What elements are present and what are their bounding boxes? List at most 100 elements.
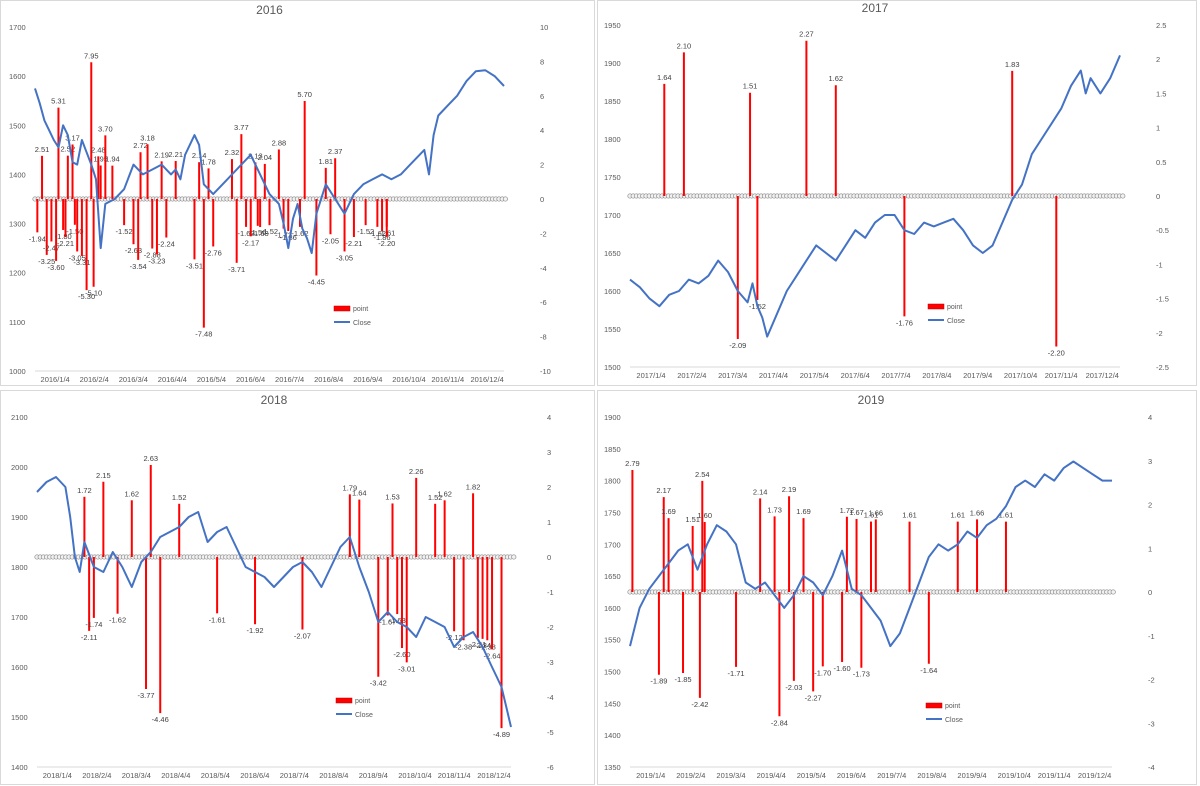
chart-panel-2018: 2018 1400 1500 1600 1700 1800 1900 2000 2100 -6 -5… <box>0 390 595 785</box>
point-data-label: 1.61 <box>864 511 879 520</box>
point-data-label: -1.56 <box>249 228 266 237</box>
y-left-tick-label: 1900 <box>11 513 28 522</box>
y-left-tick-label: 1000 <box>9 367 26 376</box>
y-right-tick-label: 1 <box>1156 124 1160 133</box>
point-data-label: 2.13 <box>248 151 263 160</box>
x-tick-label: 2019/7/4 <box>877 771 906 780</box>
point-data-label: -2.31 <box>469 640 486 649</box>
point-data-label: 2.21 <box>168 150 183 159</box>
chart-panel-2019: 2019 1350 1400 1450 1500 1550 1600 1650 1700 1750… <box>597 390 1197 785</box>
point-data-label: 2.54 <box>695 470 710 479</box>
point-data-label: -4.46 <box>152 715 169 724</box>
legend-point-label: point <box>353 306 368 313</box>
x-tick-label: 2017/10/4 <box>1004 371 1037 380</box>
point-data-label: 1.62 <box>437 489 452 498</box>
y-right-tick-label: 0 <box>547 553 551 562</box>
y-right-tick-label: 3 <box>1148 457 1152 466</box>
point-data-label: -1.94 <box>29 234 46 243</box>
point-data-label: 2.72 <box>133 141 148 150</box>
point-data-label: -2.27 <box>805 693 822 702</box>
point-data-label: -2.09 <box>729 341 746 350</box>
point-data-label: -2.38 <box>479 642 496 651</box>
point-data-label: 3.70 <box>98 124 113 133</box>
point-data-label: -1.71 <box>727 669 744 678</box>
y-left-tick-label: 1500 <box>604 363 621 372</box>
point-data-label: -3.42 <box>370 679 387 688</box>
point-data-label: -2.88 <box>144 251 161 260</box>
zero-marker <box>502 196 508 202</box>
y-right-tick-label: -4 <box>1148 763 1155 772</box>
point-data-label: -2.47 <box>43 243 60 252</box>
y-left-tick-label: 1600 <box>9 72 26 81</box>
x-tick-label: 2018/8/4 <box>319 771 348 780</box>
point-data-label: 1.64 <box>657 73 672 82</box>
x-tick-label: 2017/2/4 <box>677 371 706 380</box>
x-tick-label: 2017/3/4 <box>718 371 747 380</box>
point-data-label: -4.89 <box>493 730 510 739</box>
point-data-label: -2.64 <box>483 651 500 660</box>
close-line <box>36 476 512 728</box>
x-tick-label: 2018/10/4 <box>398 771 431 780</box>
point-data-label: -1.86 <box>280 233 297 242</box>
point-data-label: 7.95 <box>84 51 99 60</box>
y-right-tick-label: 6 <box>540 92 544 101</box>
legend-close-label: Close <box>945 717 963 724</box>
x-tick-label: 2017/8/4 <box>922 371 951 380</box>
point-data-label: 1.51 <box>685 515 700 524</box>
point-data-label: -2.84 <box>771 718 788 727</box>
point-data-label: -5.30 <box>78 292 95 301</box>
point-data-label: 1.52 <box>428 493 443 502</box>
point-data-label: 2.63 <box>143 454 158 463</box>
point-data-label: -2.38 <box>455 642 472 651</box>
x-tick-label: 2017/6/4 <box>841 371 870 380</box>
legend-point-label: point <box>947 304 962 311</box>
point-data-label: 1.62 <box>124 489 139 498</box>
point-data-label: 1.61 <box>999 511 1014 520</box>
point-data-label: 1.66 <box>970 508 985 517</box>
x-tick-label: 2017/5/4 <box>800 371 829 380</box>
point-data-label: 1.69 <box>796 507 811 516</box>
y-left-tick-label: 1350 <box>604 763 621 772</box>
y-left-tick-label: 1600 <box>604 287 621 296</box>
y-right-tick-label: -3 <box>1148 719 1155 728</box>
x-tick-label: 2016/7/4 <box>275 375 304 384</box>
y-right-tick-label: -5 <box>547 728 554 737</box>
point-data-label: -2.21 <box>57 239 74 248</box>
point-data-label: 2.15 <box>96 471 111 480</box>
x-tick-label: 2017/9/4 <box>963 371 992 380</box>
point-data-label: 2.32 <box>225 148 240 157</box>
legend-point-swatch <box>333 305 351 312</box>
legend-point-swatch <box>927 303 945 310</box>
chart-title: 2016 <box>256 3 283 17</box>
point-data-label: 1.67 <box>849 508 864 517</box>
x-tick-label: 2019/2/4 <box>676 771 705 780</box>
y-left-tick-label: 1400 <box>11 763 28 772</box>
x-tick-label: 2019/4/4 <box>757 771 786 780</box>
point-data-label: 1.66 <box>869 508 884 517</box>
y-left-tick-label: 1550 <box>604 636 621 645</box>
legend-close-label: Close <box>355 712 373 719</box>
point-data-label: -3.05 <box>69 253 86 262</box>
point-data-label: -1.64 <box>920 666 937 675</box>
point-data-label: 1.64 <box>352 489 367 498</box>
close-line <box>629 55 1121 338</box>
zero-marker <box>511 554 517 560</box>
y-left-tick-label: 1500 <box>604 668 621 677</box>
point-data-label: 1.61 <box>902 511 917 520</box>
point-data-label: -2.24 <box>158 240 175 249</box>
y-right-tick-label: 0 <box>1148 588 1152 597</box>
point-data-label: -4.45 <box>308 278 325 287</box>
point-data-label: -1.63 <box>389 616 406 625</box>
y-right-tick-label: -2 <box>1148 676 1155 685</box>
y-left-tick-label: 1900 <box>604 413 621 422</box>
x-tick-label: 2019/1/4 <box>636 771 665 780</box>
x-tick-label: 2018/9/4 <box>359 771 388 780</box>
y-right-tick-label: 8 <box>540 57 544 66</box>
y-left-tick-label: 1850 <box>604 97 621 106</box>
y-left-tick-label: 1450 <box>604 699 621 708</box>
y-right-tick-label: 2 <box>1148 501 1152 510</box>
y-left-tick-label: 1950 <box>604 21 621 30</box>
point-data-label: -1.62 <box>237 229 254 238</box>
point-data-label: 2.19 <box>154 150 169 159</box>
point-data-label: -3.01 <box>398 664 415 673</box>
